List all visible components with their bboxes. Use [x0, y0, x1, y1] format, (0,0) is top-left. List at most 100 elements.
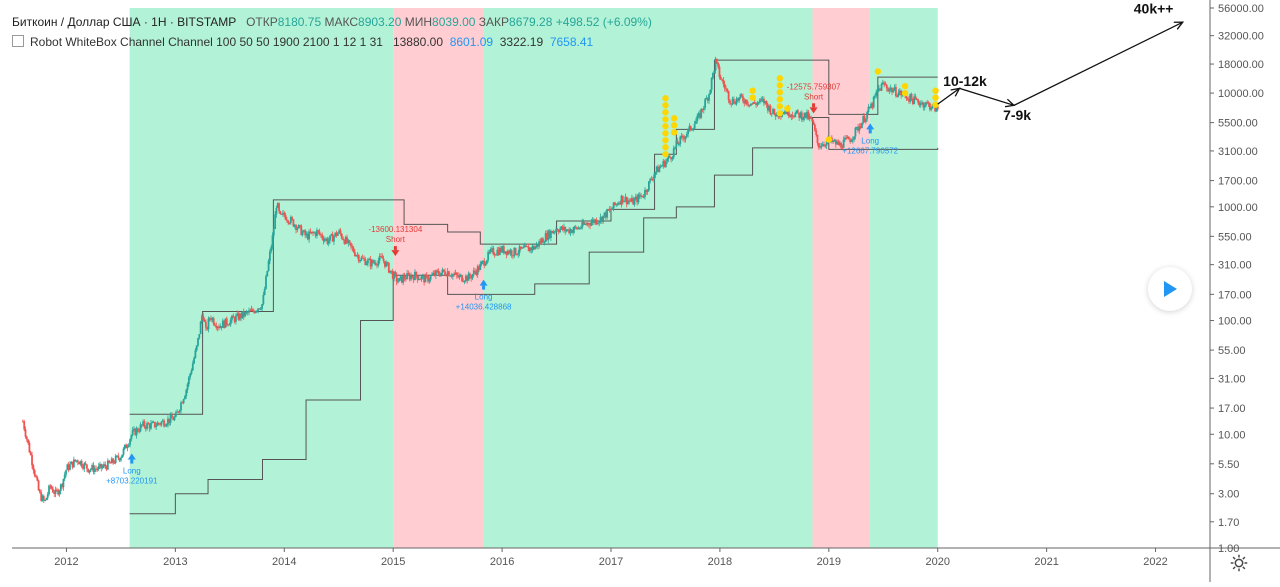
candle-body: [548, 230, 551, 239]
candle-body: [448, 271, 450, 276]
y-tick-label: 32000.00: [1218, 31, 1264, 43]
candle-body: [700, 108, 703, 118]
candle-body: [329, 235, 331, 241]
candle-body: [70, 461, 73, 465]
candle-body: [121, 454, 124, 458]
candle-body: [93, 468, 96, 473]
candle-body: [668, 155, 671, 158]
signal-dot: [932, 101, 939, 108]
candle-body: [458, 275, 461, 278]
candle-body: [468, 273, 471, 278]
settings-button[interactable]: [1228, 552, 1250, 574]
candle-body: [262, 294, 265, 305]
candle-body: [212, 318, 215, 325]
long-arrow-stem: [482, 285, 486, 290]
candle-body: [878, 88, 880, 91]
candle-body: [410, 275, 412, 280]
candle-body: [372, 260, 375, 263]
candle-body: [157, 422, 160, 424]
play-button[interactable]: [1148, 267, 1192, 311]
candle-body: [608, 208, 611, 211]
candle-body: [883, 82, 886, 85]
indicator-checkbox[interactable]: [12, 35, 24, 47]
zones-layer: [129, 8, 938, 548]
candle-body: [287, 220, 290, 223]
candle-body: [879, 88, 882, 91]
candle-body: [479, 263, 482, 270]
candle-body: [66, 464, 69, 471]
candle-body: [185, 389, 188, 397]
candle-body: [667, 155, 670, 159]
candle-body: [713, 70, 716, 73]
candle-body: [676, 140, 679, 145]
candle-body: [493, 254, 496, 256]
candle-body: [23, 421, 26, 430]
candle-body: [54, 489, 57, 494]
candle-body: [525, 245, 527, 247]
projection-annotation: 7-9k: [1003, 107, 1031, 123]
candle-body: [182, 399, 185, 404]
candle-body: [714, 58, 717, 71]
candle-body: [147, 423, 150, 425]
candle-body: [597, 222, 599, 224]
candle-body: [84, 463, 87, 465]
candle-body: [402, 275, 405, 283]
candle-body: [794, 113, 797, 118]
candle-body: [100, 463, 103, 469]
candle-body: [438, 274, 441, 277]
candle-body: [553, 231, 556, 233]
candle-body: [181, 402, 184, 404]
candle-body: [514, 247, 517, 255]
candle-body: [825, 141, 828, 146]
candle-body: [789, 115, 791, 117]
candle-body: [740, 94, 743, 97]
candle-body: [78, 462, 80, 465]
candle-body: [116, 455, 118, 457]
candle-body: [602, 215, 605, 222]
symbol-title[interactable]: Биткоин / Доллар США · 1Н · BITSTAMP: [12, 15, 237, 29]
candle-body: [624, 196, 627, 201]
candle-body: [335, 232, 338, 236]
candle-body: [892, 90, 895, 93]
candle-body: [407, 273, 410, 275]
indicator-row[interactable]: Robot WhiteBox Channel Channel 100 50 50…: [12, 32, 652, 52]
candle-body: [36, 477, 39, 481]
low-value: 8039.00: [432, 15, 476, 29]
candle-body: [318, 231, 321, 235]
candle-body: [861, 122, 863, 129]
y-tick-label: 100.00: [1218, 316, 1252, 328]
candle-body: [850, 140, 853, 142]
candle-body: [292, 219, 295, 227]
signal-dot: [749, 87, 756, 94]
candle-body: [837, 141, 840, 146]
candle-body: [854, 127, 857, 137]
candle-body: [712, 72, 714, 78]
candle-body: [590, 222, 593, 226]
candle-body: [911, 98, 914, 104]
candle-body: [710, 77, 713, 90]
candle-body: [845, 137, 848, 139]
candle-body: [727, 91, 730, 101]
candle-body: [746, 99, 748, 105]
candle-body: [357, 255, 360, 262]
signal-dot: [825, 136, 833, 143]
candle-body: [423, 275, 426, 283]
candle-body: [446, 271, 449, 277]
indicator-value-2: 8601.09: [449, 35, 494, 49]
candle-body: [905, 94, 908, 99]
candle-body: [765, 100, 768, 105]
candle-body: [339, 230, 342, 234]
candle-body: [888, 89, 891, 92]
candle-body: [57, 489, 60, 495]
candle-body: [804, 112, 807, 118]
candle-body: [369, 258, 372, 267]
candle-body: [517, 252, 520, 255]
candle-body: [931, 104, 934, 109]
y-tick-label: 1.00: [1218, 543, 1239, 555]
candle-body: [812, 121, 815, 125]
candle-body: [173, 416, 176, 421]
candle-body: [614, 202, 616, 205]
candle-body: [612, 202, 615, 209]
